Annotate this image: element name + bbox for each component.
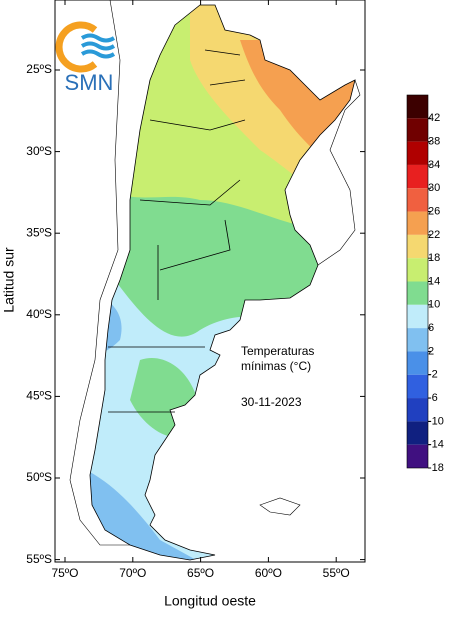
- colorbar: 42 38 34 30 26 22 18 14 10 6 2 -2 -6 -10 -14 -18: [406, 94, 444, 474]
- colorbar-segment: [407, 421, 428, 445]
- logo-text: SMN: [65, 70, 114, 95]
- colorbar-segment: [407, 234, 428, 259]
- x-tick-label: 55ºO: [323, 566, 350, 580]
- colorbar-label: 22: [428, 229, 440, 241]
- colorbar-segment: [407, 141, 428, 165]
- colorbar-label: 34: [428, 159, 440, 171]
- colorbar-label: 30: [428, 182, 440, 194]
- colorbar-segment: [407, 95, 428, 119]
- colorbar-segment: [407, 351, 428, 375]
- colorbar-label: -2: [428, 369, 438, 381]
- colorbar-segment: [407, 304, 428, 329]
- x-tick-label: 60ºO: [255, 566, 282, 580]
- y-tick-label: 30ºS: [26, 144, 52, 158]
- colorbar-segment: [407, 164, 428, 189]
- date-label: 30-11-2023: [241, 395, 302, 409]
- colorbar-label: 26: [428, 205, 440, 217]
- colorbar-segment: [407, 328, 428, 352]
- borders: [69, 0, 361, 561]
- y-tick-label: 55ºS: [26, 552, 52, 566]
- colorbar-label: 42: [428, 112, 440, 124]
- x-tick-label: 75ºO: [51, 566, 78, 580]
- colorbar-label: 18: [428, 252, 440, 264]
- y-tick-label: 45ºS: [26, 389, 52, 403]
- x-tick-label: 70ºO: [119, 566, 146, 580]
- colorbar-label: 2: [428, 345, 434, 357]
- colorbar-segment: [407, 374, 428, 399]
- y-tick-label: 40ºS: [26, 307, 52, 321]
- colorbar-segment: [407, 444, 428, 468]
- colorbar-segment: [407, 118, 428, 142]
- colorbar-segment: [407, 281, 428, 305]
- y-tick-label: 25ºS: [26, 62, 52, 76]
- colorbar-label: -14: [428, 439, 444, 451]
- colorbar-segment: [407, 188, 428, 212]
- colorbar-label: 6: [428, 322, 434, 334]
- annotation-line: Temperaturas: [241, 344, 314, 358]
- colorbar-segment: [407, 211, 428, 235]
- colorbar-segment: [407, 398, 428, 422]
- colorbar-label: 14: [428, 275, 440, 287]
- colorbar-segment: [407, 258, 428, 282]
- colorbar-label: 10: [428, 299, 440, 311]
- colorbar-label: -18: [428, 462, 444, 474]
- x-tick-label: 65ºO: [187, 566, 214, 580]
- smn-logo: SMN: [55, 21, 116, 95]
- y-tick-label: 50ºS: [26, 470, 52, 484]
- x-axis-title: Longitud oeste: [164, 593, 256, 609]
- y-axis-title: Latitud sur: [1, 247, 17, 313]
- colorbar-label: 38: [428, 136, 440, 148]
- annotation-line: mínimas (°C): [241, 359, 311, 373]
- colorbar-label: -10: [428, 415, 444, 427]
- colorbar-label: -6: [428, 392, 438, 404]
- y-tick-label: 35ºS: [26, 225, 52, 239]
